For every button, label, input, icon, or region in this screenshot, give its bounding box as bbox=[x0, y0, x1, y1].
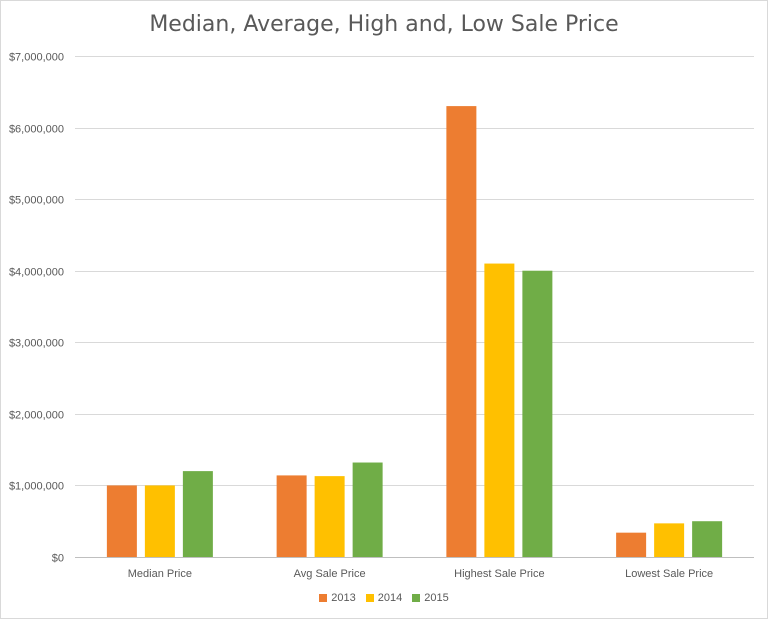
y-tick-label: $1,000,000 bbox=[9, 481, 64, 493]
x-tick-label: Lowest Sale Price bbox=[625, 568, 713, 580]
legend-label-2015: 2015 bbox=[424, 592, 449, 604]
legend-swatch-2014 bbox=[365, 594, 374, 602]
bar-2013-highest-sale-price bbox=[446, 106, 477, 557]
bar-2014-highest-sale-price bbox=[484, 263, 515, 557]
legend-swatch-2015 bbox=[412, 594, 421, 602]
bar-2014-median-price bbox=[144, 485, 175, 557]
y-tick-label: $6,000,000 bbox=[9, 124, 64, 136]
bar-2014-lowest-sale-price bbox=[654, 523, 685, 557]
y-tick-label: $3,000,000 bbox=[9, 338, 64, 350]
legend-label-2014: 2014 bbox=[377, 592, 403, 604]
x-tick-label: Highest Sale Price bbox=[454, 568, 545, 580]
bar-2013-avg-sale-price bbox=[276, 475, 307, 557]
legend-swatch-2013 bbox=[319, 594, 328, 602]
bar-2015-median-price bbox=[182, 471, 213, 557]
y-tick-label: $4,000,000 bbox=[9, 267, 64, 279]
y-tick-label: $5,000,000 bbox=[9, 195, 64, 207]
chart-title: Median, Average, High and, Low Sale Pric… bbox=[149, 12, 619, 37]
legend-item-2013: 2013 bbox=[319, 592, 356, 604]
bar-2013-lowest-sale-price bbox=[616, 532, 647, 557]
bar-2015-lowest-sale-price bbox=[692, 521, 723, 557]
bar-2015-highest-sale-price bbox=[522, 270, 553, 557]
legend-item-2014: 2014 bbox=[365, 592, 403, 604]
x-tick-label: Median Price bbox=[128, 568, 192, 580]
bar-2013-median-price bbox=[106, 485, 137, 557]
y-tick-label: $0 bbox=[52, 553, 64, 565]
legend: 2013 2014 2015 bbox=[0, 592, 768, 604]
legend-label-2013: 2013 bbox=[331, 592, 356, 604]
bar-2014-avg-sale-price bbox=[314, 476, 345, 557]
y-tick-label: $7,000,000 bbox=[9, 52, 64, 64]
bar-2015-avg-sale-price bbox=[352, 462, 383, 557]
x-tick-label: Avg Sale Price bbox=[294, 568, 366, 580]
y-tick-label: $2,000,000 bbox=[9, 410, 64, 422]
legend-item-2015: 2015 bbox=[412, 592, 449, 604]
